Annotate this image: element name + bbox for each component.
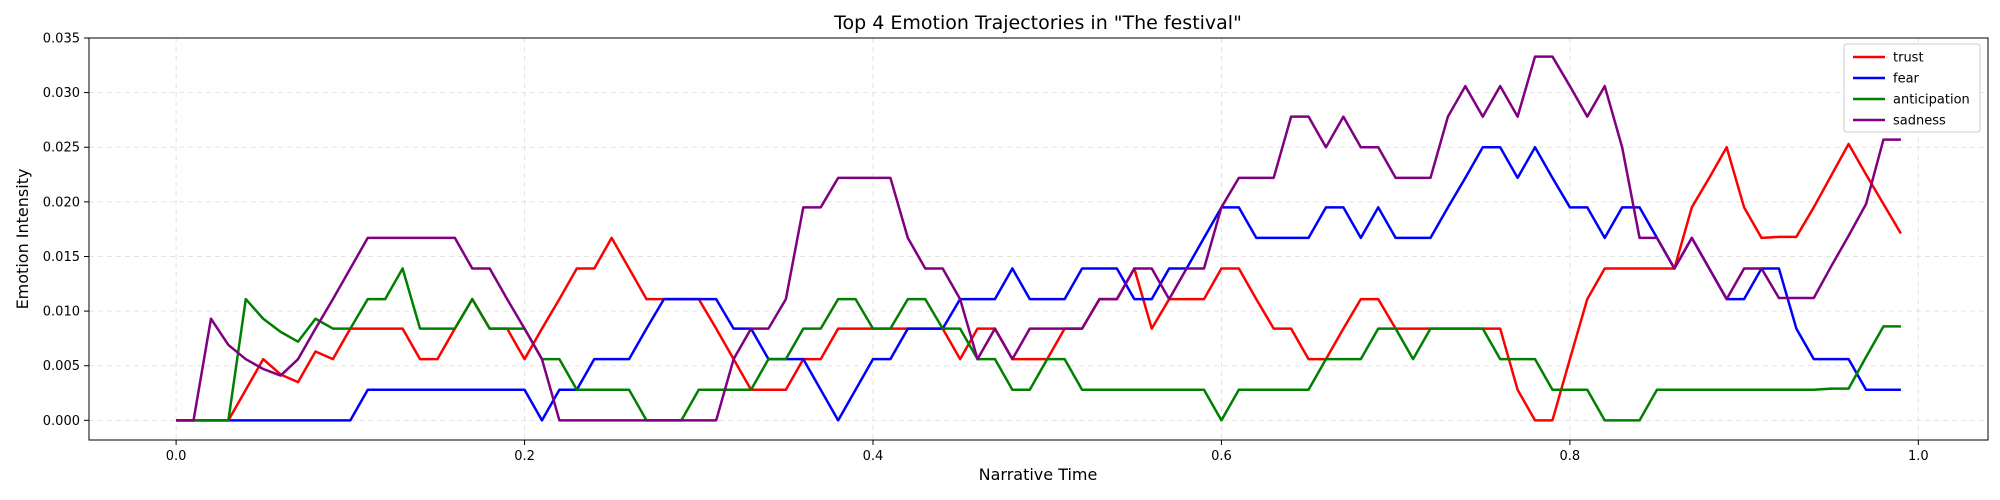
legend-item-trust: trust xyxy=(1853,51,1924,66)
y-tick-label: 0.015 xyxy=(43,250,80,265)
axis-ticks: 0.000 0.005 0.010 0.015 0.020 0.025 0.030 0.035… xyxy=(43,32,1929,465)
legend-item-fear: fear xyxy=(1853,72,1920,87)
legend-label: trust xyxy=(1893,51,1924,66)
y-tick-label: 0.010 xyxy=(43,305,80,320)
series-line-sadness xyxy=(176,55,1901,422)
legend-label: fear xyxy=(1893,72,1920,87)
y-tick-label: 0.005 xyxy=(43,359,80,374)
y-tick-label: 0.000 xyxy=(43,414,80,429)
legend-label: anticipation xyxy=(1893,93,1970,108)
x-axis-label: Narrative Time xyxy=(979,465,1098,484)
chart-title: Top 4 Emotion Trajectories in "The festi… xyxy=(833,12,1242,34)
x-tick-label: 0.6 xyxy=(1211,449,1232,464)
legend-label: sadness xyxy=(1893,114,1946,129)
series-lines xyxy=(176,55,1902,422)
plot-frame xyxy=(88,37,1989,441)
x-tick-label: 0.0 xyxy=(166,449,187,464)
y-axis-label: Emotion Intensity xyxy=(13,169,32,310)
y-tick-label: 0.020 xyxy=(43,195,80,210)
legend: trust fear anticipation sadness xyxy=(1843,43,1981,133)
legend-box xyxy=(1843,43,1981,133)
series-line-anticipation xyxy=(176,267,1901,422)
legend-item-sadness: sadness xyxy=(1853,114,1946,129)
x-tick-label: 0.4 xyxy=(863,449,884,464)
x-tick-label: 1.0 xyxy=(1908,449,1929,464)
legend-item-anticipation: anticipation xyxy=(1853,93,1970,108)
y-tick-label: 0.035 xyxy=(43,32,80,47)
series-line-fear xyxy=(176,145,1901,422)
x-tick-label: 0.8 xyxy=(1560,449,1581,464)
y-tick-label: 0.030 xyxy=(43,86,80,101)
x-tick-label: 0.2 xyxy=(514,449,535,464)
y-tick-label: 0.025 xyxy=(43,141,80,156)
